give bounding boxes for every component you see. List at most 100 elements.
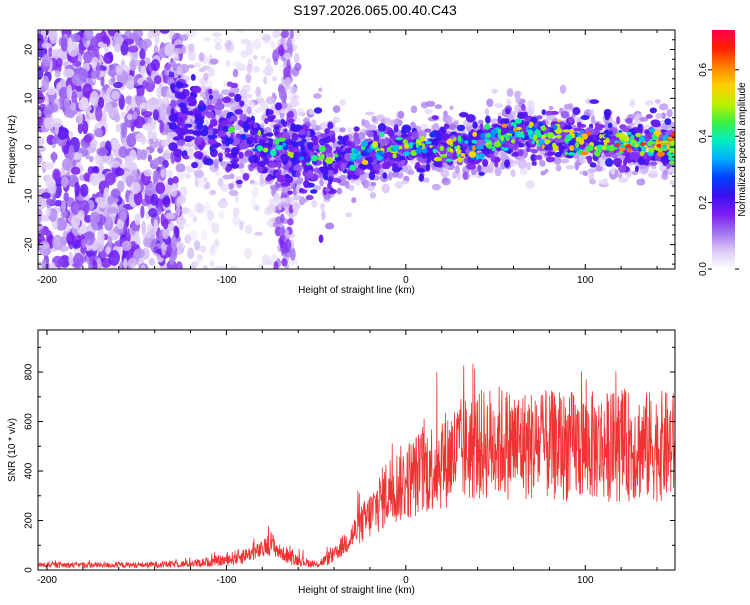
spectrogram-blob xyxy=(150,59,161,72)
spectrogram-blob xyxy=(203,72,209,81)
spectrogram-blob xyxy=(407,169,415,176)
spectrogram-blob xyxy=(560,158,570,164)
spectrogram-blob xyxy=(270,41,276,49)
spectrogram-blob xyxy=(274,125,280,131)
spectrogram-blob xyxy=(353,137,361,145)
spectrogram-blob xyxy=(141,135,146,145)
spectrogram-blob xyxy=(605,158,614,167)
spectrogram-hotspot xyxy=(580,133,589,140)
spectrogram-blob xyxy=(168,142,178,152)
spectrogram-blob xyxy=(454,165,460,174)
spectrogram-blob xyxy=(229,265,239,269)
spectrogram-blob xyxy=(143,168,153,177)
spectrogram-blob xyxy=(115,64,124,75)
spectrogram-hotspot xyxy=(667,136,674,141)
spectrogram-blob xyxy=(369,192,377,199)
spectrogram-blob xyxy=(544,168,549,174)
spectrogram-blob xyxy=(101,35,110,44)
spectrogram-hotspot xyxy=(648,128,656,133)
spectrogram-blob xyxy=(169,255,175,265)
spectrogram-blob xyxy=(553,156,562,165)
spectrogram-blob xyxy=(311,200,318,208)
spectrogram-blob xyxy=(234,108,244,115)
spectrogram-blob xyxy=(651,122,662,128)
spectrogram-blob xyxy=(114,43,121,53)
spectrogram-blob xyxy=(286,37,292,51)
spectrogram-blob xyxy=(442,177,448,183)
spectrogram-hotspot xyxy=(449,148,454,153)
spectrogram-blob xyxy=(187,30,197,38)
spectrogram-blob xyxy=(387,129,395,137)
spectrogram-hotspot xyxy=(669,147,675,153)
spectrogram-blob xyxy=(188,149,194,160)
spectrogram-hotspot xyxy=(439,145,444,151)
spectrogram-blob xyxy=(281,242,289,254)
spectrogram-hotspot xyxy=(596,146,602,153)
spectrogram-blob xyxy=(129,59,137,72)
spectrogram-hotspot xyxy=(635,143,639,148)
spectrogram-hotspot xyxy=(609,144,615,148)
spectrogram-blob xyxy=(295,170,301,178)
spectrogram-blob xyxy=(121,240,132,252)
spectrogram-blob xyxy=(66,84,73,100)
spectrogram-blob xyxy=(478,171,485,176)
spectrogram-blob xyxy=(141,220,147,235)
spectrogram-blob xyxy=(142,80,148,89)
spectrogram-blob xyxy=(548,105,554,111)
y-tick-label: 20 xyxy=(24,44,35,56)
spectrogram-blob xyxy=(91,259,98,269)
spectrogram-blob xyxy=(46,86,57,96)
spectrogram-blob xyxy=(312,93,322,99)
spectrogram-blob xyxy=(249,162,259,168)
spectrogram-blob xyxy=(193,260,200,267)
spectrogram-blob xyxy=(351,197,357,204)
spectrogram-hotspot xyxy=(490,129,497,136)
spectrogram-blob xyxy=(281,30,290,39)
spectrogram-blob xyxy=(60,176,69,188)
spectrogram-blob xyxy=(44,94,49,108)
spectrogram-blob xyxy=(52,234,64,251)
spectrogram-hotspot xyxy=(274,138,280,146)
spectrogram-blob xyxy=(186,118,191,124)
spectrogram-blob xyxy=(239,100,245,107)
spectrogram-blob xyxy=(530,148,538,154)
spectrogram-hotspot xyxy=(256,145,264,152)
spectrogram-blob xyxy=(269,114,276,120)
spectrogram-hotspot xyxy=(667,151,672,157)
spectrogram-blob xyxy=(525,179,535,189)
spectrogram-hotspot xyxy=(372,140,379,148)
spectrogram-blob xyxy=(204,158,214,166)
spectrogram-blob xyxy=(176,139,186,146)
spectrogram-blob xyxy=(104,102,113,113)
spectrogram-blob xyxy=(394,118,400,127)
spectrogram-blob xyxy=(401,165,409,173)
spectrogram-blob xyxy=(282,131,290,140)
snr-frame xyxy=(37,329,676,571)
spectrogram-blob xyxy=(208,94,214,100)
colorbar-gradient xyxy=(712,30,735,269)
spectrogram-blob xyxy=(534,154,543,160)
spectrogram-blob xyxy=(299,188,304,193)
spectrogram-hotspot xyxy=(501,123,507,128)
spectrogram-blob xyxy=(281,197,286,203)
spectrogram-blob xyxy=(337,135,343,141)
spectrogram-blob xyxy=(57,127,69,140)
spectrogram-hotspot xyxy=(484,123,491,130)
spectrogram-blob xyxy=(133,248,145,259)
spectrogram-blob xyxy=(41,75,50,91)
spectrogram-frame xyxy=(37,29,676,270)
spectrogram-hotspot xyxy=(585,145,591,152)
spectrogram-blob xyxy=(276,174,287,183)
spectrogram-hotspot xyxy=(508,135,513,139)
x-tick-label: 0 xyxy=(403,275,409,286)
spectrogram-blob xyxy=(239,221,244,231)
spectrogram-blob xyxy=(199,246,205,252)
spectrogram-blob xyxy=(271,75,278,82)
y-tick-label: -20 xyxy=(24,237,35,252)
spectrogram-blob xyxy=(73,252,84,269)
spectrogram-blob xyxy=(290,124,301,133)
spectrogram-blob xyxy=(565,165,575,170)
spectrogram-blob xyxy=(112,81,123,89)
spectrogram-blob xyxy=(422,177,430,183)
spectrogram-hotspot xyxy=(497,129,502,134)
